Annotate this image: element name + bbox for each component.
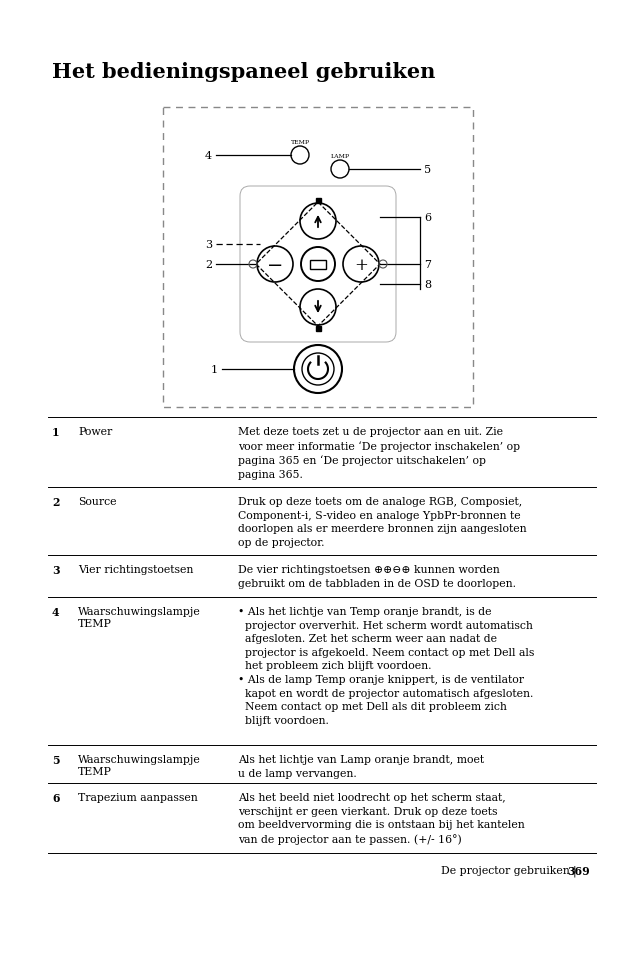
Text: 2: 2 — [52, 497, 60, 507]
Text: TEMP: TEMP — [291, 140, 310, 145]
Text: • Als het lichtje van Temp oranje brandt, is de
  projector oververhit. Het sche: • Als het lichtje van Temp oranje brandt… — [238, 606, 534, 725]
Text: Power: Power — [78, 427, 112, 436]
Text: De vier richtingstoetsen ⊕⊕⊖⊕ kunnen worden
gebruikt om de tabbladen in de OSD t: De vier richtingstoetsen ⊕⊕⊖⊕ kunnen wor… — [238, 564, 516, 588]
Bar — [163, 108, 473, 408]
Bar — [310, 260, 326, 269]
Text: 8: 8 — [424, 280, 431, 290]
Text: Druk op deze toets om de analoge RGB, Composiet,
Component-i, S-video en analoge: Druk op deze toets om de analoge RGB, Co… — [238, 497, 527, 547]
Text: Als het lichtje van Lamp oranje brandt, moet
u de lamp vervangen.: Als het lichtje van Lamp oranje brandt, … — [238, 754, 484, 778]
Text: 6: 6 — [52, 792, 60, 803]
Text: 1: 1 — [52, 427, 60, 437]
Text: Met deze toets zet u de projector aan en uit. Zie
voor meer informatie ‘De proje: Met deze toets zet u de projector aan en… — [238, 427, 520, 479]
Text: 7: 7 — [424, 260, 431, 270]
Text: Vier richtingstoetsen: Vier richtingstoetsen — [78, 564, 193, 575]
Text: 4: 4 — [205, 151, 212, 161]
Text: Als het beeld niet loodrecht op het scherm staat,
verschijnt er geen vierkant. D: Als het beeld niet loodrecht op het sche… — [238, 792, 525, 844]
Text: 1: 1 — [211, 365, 218, 375]
Bar — [315, 326, 321, 331]
Text: 369: 369 — [567, 865, 590, 876]
Text: Trapezium aanpassen: Trapezium aanpassen — [78, 792, 198, 802]
Text: 2: 2 — [205, 260, 212, 270]
Text: Source: Source — [78, 497, 116, 506]
Text: 4: 4 — [52, 606, 60, 618]
Text: Waarschuwingslampje: Waarschuwingslampje — [78, 606, 201, 617]
Text: 3: 3 — [52, 564, 60, 576]
Text: |: | — [572, 865, 576, 877]
Text: 6: 6 — [424, 213, 431, 223]
Text: De projector gebruiken: De projector gebruiken — [441, 865, 570, 875]
Text: TEMP: TEMP — [78, 618, 112, 628]
Text: 3: 3 — [205, 240, 212, 250]
Text: Waarschuwingslampje: Waarschuwingslampje — [78, 754, 201, 764]
Bar — [315, 198, 321, 203]
Text: 5: 5 — [424, 165, 431, 174]
Text: +: + — [354, 257, 368, 274]
Text: TEMP: TEMP — [78, 766, 112, 776]
Text: Het bedieningspaneel gebruiken: Het bedieningspaneel gebruiken — [52, 62, 436, 82]
Text: 5: 5 — [52, 754, 60, 765]
Text: −: − — [267, 256, 283, 274]
Text: LAMP: LAMP — [331, 153, 350, 159]
